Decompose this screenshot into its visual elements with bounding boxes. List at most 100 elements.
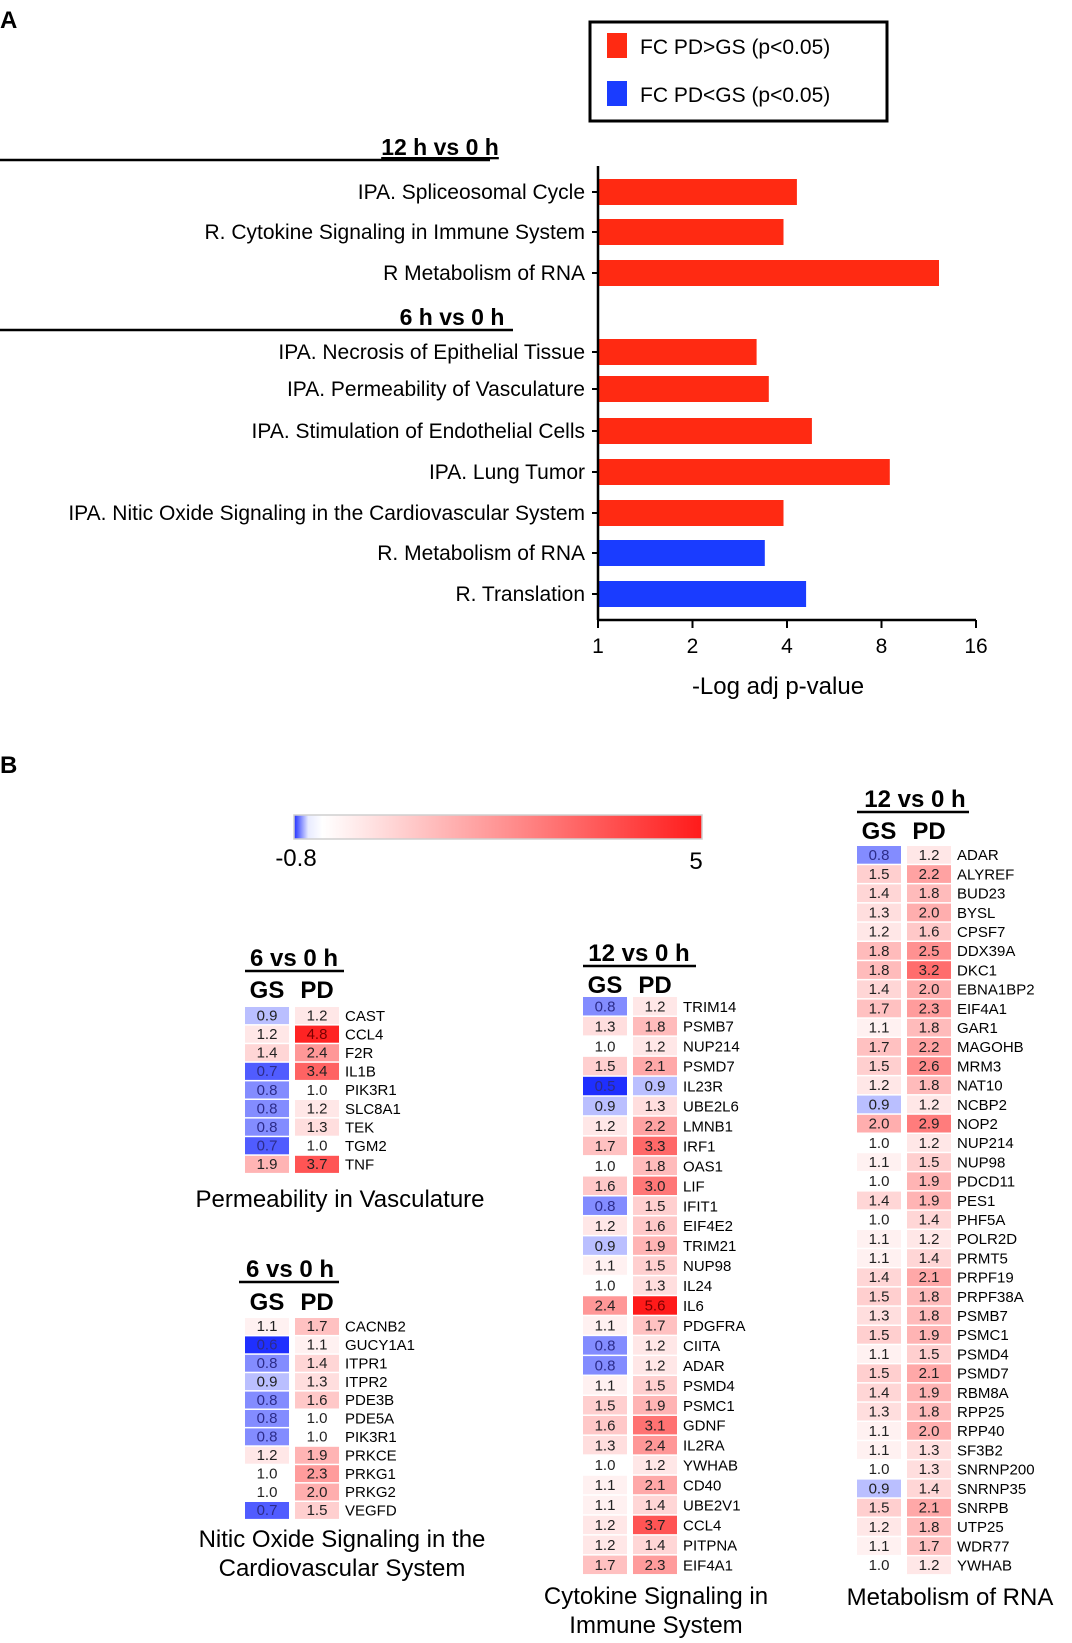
heatmap-cell-gs-value: 0.9 xyxy=(869,1480,890,1497)
heatmap-cell-pd-value: 1.8 xyxy=(919,1288,940,1305)
heatmap-cell-pd xyxy=(907,1268,951,1287)
heatmap-cell-gs-value: 1.8 xyxy=(869,943,890,960)
heatmap-cell-pd-value: 2.0 xyxy=(919,1423,940,1440)
heatmap-cell-pd-value: 2.1 xyxy=(919,1365,940,1382)
heatmap-cell-pd xyxy=(907,1518,951,1536)
legend-swatch-down xyxy=(607,81,627,106)
heatmap-gene-label: NAT10 xyxy=(957,1078,1003,1095)
heatmap-cell-gs-value: 1.0 xyxy=(595,1457,616,1474)
heatmap-cell-gs xyxy=(583,1515,627,1535)
heatmap-cell-pd xyxy=(633,1535,677,1555)
bar-category-label: R. Cytokine Signaling in Immune System xyxy=(205,221,586,244)
heatmap-cell-pd xyxy=(295,1062,339,1080)
heatmap-gene-label: EBNA1BP2 xyxy=(957,982,1035,999)
heatmap-cell-gs xyxy=(245,1007,289,1025)
heatmap-cell-gs-value: 1.3 xyxy=(595,1437,616,1454)
heatmap-title: Nitic Oxide Signaling in the xyxy=(199,1526,486,1553)
heatmap-cell-gs xyxy=(857,1556,901,1575)
heatmap-gene-label: UBE2V1 xyxy=(683,1498,741,1515)
heatmap-cell-gs-value: 1.1 xyxy=(869,1346,890,1363)
group-title-6h: 6 h vs 0 h xyxy=(400,304,505,330)
bars-layer: IPA. Spliceosomal Cycle R. Cytokine Signa… xyxy=(68,179,939,607)
heatmap-cell-gs-value: 1.0 xyxy=(869,1135,890,1152)
heatmap-cell-gs-value: 1.0 xyxy=(257,1465,278,1482)
heatmap-cell-pd-value: 1.8 xyxy=(919,1404,940,1421)
heatmap-cell-gs xyxy=(583,1376,627,1395)
heatmap-cell-gs-value: 1.2 xyxy=(595,1517,616,1534)
heatmap-cell-pd xyxy=(907,1076,951,1095)
heatmap-gene-label: CCL4 xyxy=(683,1517,721,1534)
heatmap-gene-label: ADAR xyxy=(683,1358,725,1375)
heatmap-cell-gs-value: 1.8 xyxy=(869,962,890,979)
heatmap-gene-label: PSMD7 xyxy=(957,1366,1009,1383)
heatmap-cell-pd-value: 1.9 xyxy=(645,1238,666,1255)
heatmap-cell-gs-value: 0.8 xyxy=(595,1338,616,1355)
heatmap-gene-label: RPP25 xyxy=(957,1404,1005,1421)
heatmap-gene-label: WDR77 xyxy=(957,1538,1010,1555)
colorbar-gradient xyxy=(293,814,703,840)
heatmap-gene-label: EIF4A1 xyxy=(683,1557,733,1574)
heatmap-gene-label: CCL4 xyxy=(345,1026,383,1043)
bar-category-label: IPA. Stimulation of Endothelial Cells xyxy=(252,420,585,443)
heatmaps-layer: 6 vs 0 h GS PD 0.9 1.2 CAST 1.2 4.8 CCL4 1.4 2.4 F2… xyxy=(195,786,1053,1639)
heatmap-gene-label: UTP25 xyxy=(957,1519,1004,1536)
heatmap-gene-label: SF3B2 xyxy=(957,1442,1003,1459)
heatmap-gene-label: SNRNP35 xyxy=(957,1481,1026,1498)
heatmap-cell-pd xyxy=(295,1007,339,1025)
heatmap-cell-gs xyxy=(245,1428,289,1446)
heatmap-header: 6 vs 0 h xyxy=(246,1256,334,1283)
heatmap-cell-pd-value: 1.2 xyxy=(307,1100,328,1117)
heatmap-cell-pd-value: 1.8 xyxy=(919,885,940,902)
bar-category-label: IPA. Permeability of Vasculature xyxy=(287,378,585,401)
heatmap-cell-pd xyxy=(907,1460,951,1479)
heatmap-cell-gs xyxy=(857,1326,901,1344)
heatmap-column-label-pd: PD xyxy=(912,818,945,845)
heatmap-cell-gs-value: 1.0 xyxy=(257,1484,278,1501)
heatmap-title: Cytokine Signaling in xyxy=(544,1583,768,1610)
heatmap-cell-pd xyxy=(907,922,951,941)
heatmap-gene-label: IRF1 xyxy=(683,1138,716,1155)
heatmap-cell-gs xyxy=(245,1044,289,1062)
heatmap-cell-gs xyxy=(245,1100,289,1118)
heatmap-gene-label: PRKG2 xyxy=(345,1484,396,1501)
heatmap-gene-label: MAGOHB xyxy=(957,1039,1024,1056)
heatmap-cell-gs xyxy=(857,903,901,922)
bar xyxy=(598,260,939,286)
heatmap-cell-gs-value: 1.0 xyxy=(595,1038,616,1055)
heatmap-cell-gs xyxy=(583,1136,627,1156)
heatmap-cell-gs-value: 1.2 xyxy=(257,1447,278,1464)
heatmap-cell-pd-value: 2.0 xyxy=(919,981,940,998)
heatmap-gene-label: DDX39A xyxy=(957,943,1015,960)
heatmap-cell-pd xyxy=(907,1134,951,1152)
heatmap-cell-pd xyxy=(907,1249,951,1267)
heatmap-cell-pd xyxy=(907,1230,951,1248)
heatmap-cell-gs xyxy=(583,1336,627,1355)
heatmap-cell-gs xyxy=(857,1364,901,1383)
heatmap-cell-pd xyxy=(907,980,951,999)
heatmap-gene-label: VEGFD xyxy=(345,1503,397,1520)
heatmap-gene-label: CACNB2 xyxy=(345,1319,406,1336)
heatmap-gene-label: PSMB7 xyxy=(957,1308,1008,1325)
heatmap-cell-pd-value: 1.2 xyxy=(645,1038,666,1055)
heatmap-cell-pd xyxy=(907,1287,951,1306)
heatmap-cell-gs xyxy=(857,1498,901,1517)
heatmap-cell-gs xyxy=(583,1415,627,1435)
heatmap-cell-gs-value: 2.0 xyxy=(869,1116,890,1133)
heatmap-cell-pd xyxy=(633,1236,677,1255)
heatmap-cell-pd-value: 1.8 xyxy=(919,1308,940,1325)
heatmap-cell-gs xyxy=(245,1025,289,1043)
colorbar: -0.8 5 xyxy=(275,814,703,875)
heatmap-gene-label: IL23R xyxy=(683,1079,723,1096)
heatmap-gene-label: CIITA xyxy=(683,1338,720,1355)
heatmap-cell-gs xyxy=(245,1391,289,1409)
heatmap-cell-pd-value: 1.3 xyxy=(919,1461,940,1478)
heatmap-gene-label: ADAR xyxy=(957,847,999,864)
heatmap-cell-pd-value: 3.0 xyxy=(645,1178,666,1195)
heatmap-cell-pd-value: 1.5 xyxy=(645,1198,666,1215)
heatmap-cell-gs xyxy=(857,846,901,864)
heatmap-cell-gs-value: 1.5 xyxy=(869,866,890,883)
heatmap-cell-gs xyxy=(857,1018,901,1037)
heatmap-cell-gs xyxy=(245,1465,289,1483)
heatmap-cell-pd xyxy=(907,1191,951,1210)
heatmap-gene-label: PIK3R1 xyxy=(345,1429,397,1446)
